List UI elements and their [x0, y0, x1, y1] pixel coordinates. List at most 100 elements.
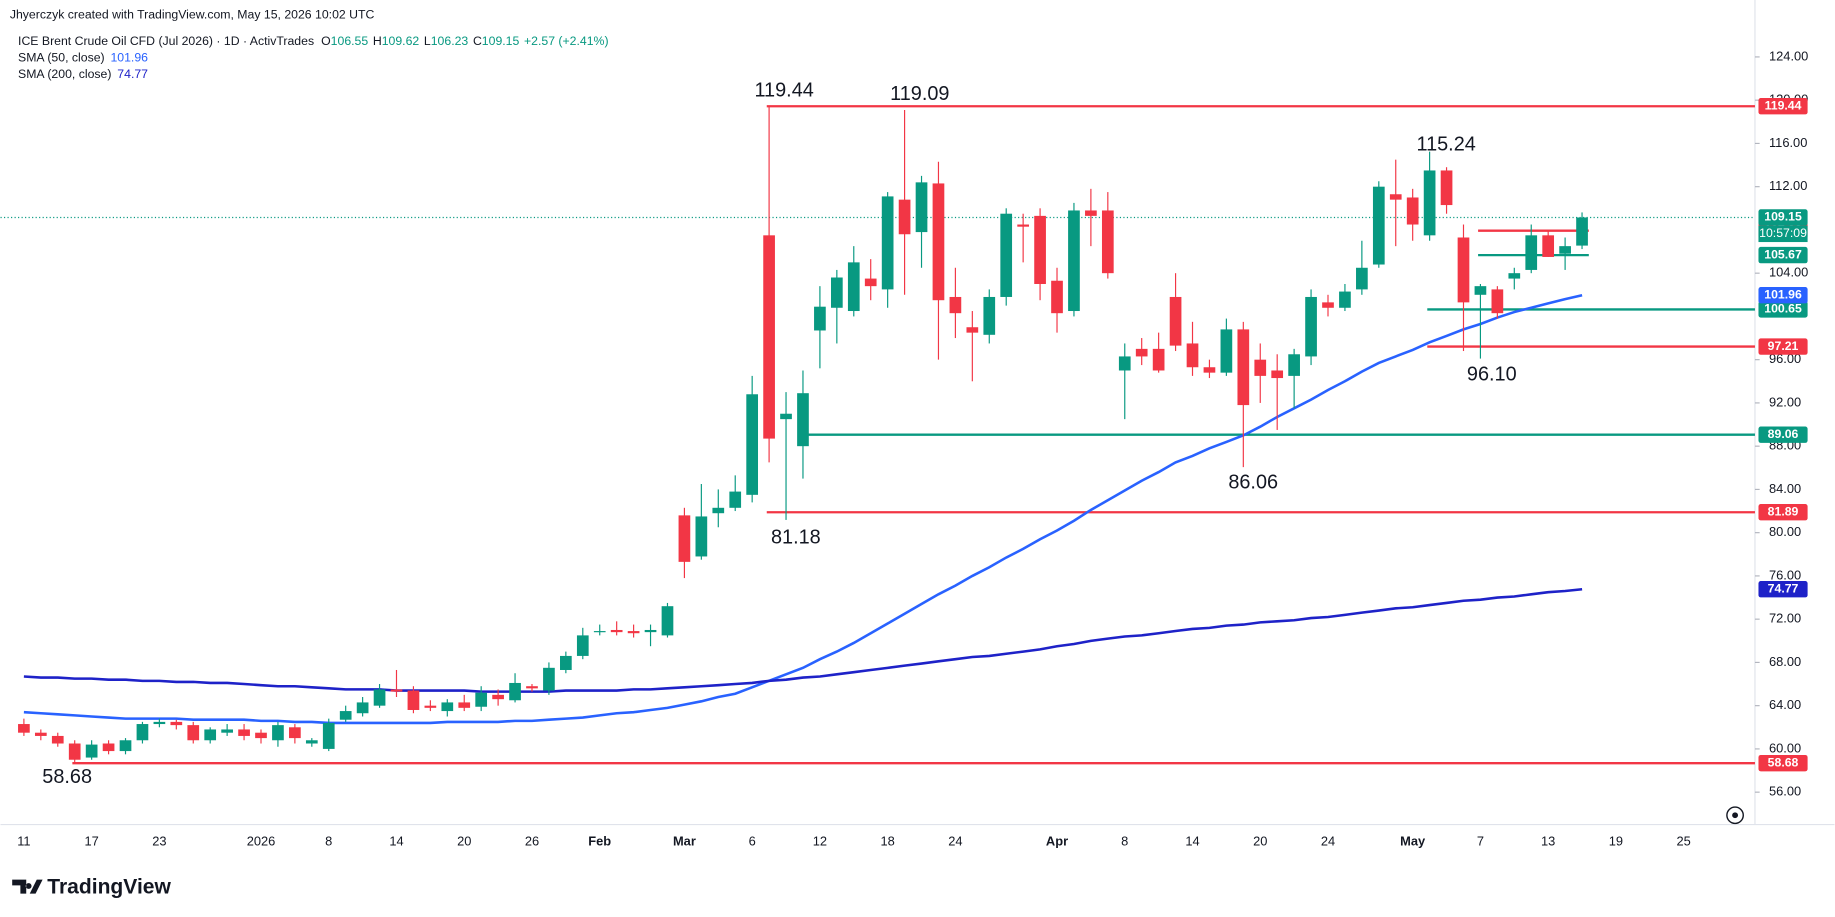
x-tick-label: 18 [880, 834, 894, 849]
x-tick-label: 12 [813, 834, 827, 849]
candle-body [1356, 267, 1368, 290]
candle-body [932, 183, 945, 301]
candle-body [1017, 224, 1029, 227]
ohlc-value: 109.62 [382, 34, 420, 48]
candle-body [678, 515, 691, 562]
level-box [1758, 754, 1808, 772]
y-tick-label: 76.00 [1769, 567, 1801, 582]
candle-body [424, 705, 437, 708]
candle-body [339, 711, 352, 720]
candle-body [1186, 343, 1199, 368]
candle-body [780, 413, 792, 420]
price-annotation: 86.06 [1228, 471, 1278, 493]
candle-body [1169, 296, 1182, 346]
candle-body [1457, 237, 1470, 303]
level-box [1758, 301, 1808, 318]
x-tick-label: 8 [325, 834, 332, 849]
candle-body [1525, 235, 1538, 270]
candle-body [560, 655, 572, 670]
candle-body [373, 689, 386, 706]
candle-body [1440, 170, 1453, 206]
candle-body [85, 744, 98, 758]
x-tick-label: 2026 [247, 834, 276, 849]
candle-body [1000, 213, 1013, 297]
level-box [1758, 98, 1808, 115]
countdown-label: 10:57:09 [1759, 226, 1807, 240]
candle-body [1101, 210, 1114, 274]
candle-body [136, 724, 149, 741]
candle-body [966, 327, 979, 333]
candle-body [187, 725, 200, 741]
level-box [1758, 338, 1808, 355]
y-tick-label: 92.00 [1769, 394, 1801, 409]
candle-body [1576, 217, 1588, 246]
candle-body [204, 729, 217, 741]
candle-body [610, 629, 623, 633]
candle-body [102, 743, 115, 752]
ohlc-value: 106.23 [431, 34, 469, 48]
candle-body [898, 199, 911, 235]
candle-body [627, 631, 640, 634]
sma-line [23, 587, 1583, 693]
candle-body [305, 740, 318, 744]
candle-body [407, 690, 420, 710]
candle-body [1491, 289, 1504, 314]
y-tick-label: 80.00 [1769, 524, 1801, 539]
sma-box [1758, 287, 1808, 304]
candle-body [847, 262, 860, 312]
candle-body [593, 631, 606, 633]
candle-body [1406, 197, 1419, 225]
candle-body [356, 702, 369, 714]
price-box [1758, 209, 1808, 226]
candle-body [1118, 356, 1131, 371]
candle-body [322, 722, 335, 749]
price-annotation: 119.44 [754, 79, 813, 101]
indicator-name: SMA (50, close) [18, 51, 105, 65]
x-tick-label: 8 [1121, 834, 1128, 849]
indicator-name: SMA (200, close) [18, 67, 111, 81]
sma-box [1758, 581, 1808, 598]
candle-body [1288, 354, 1300, 376]
candle-body [543, 667, 555, 691]
ohlc-value: 106.55 [331, 34, 369, 48]
candle-body [1339, 291, 1351, 308]
candle-body [983, 296, 996, 335]
logo: TradingView [12, 875, 172, 898]
candle-body [34, 732, 47, 736]
level-box [1758, 504, 1808, 521]
candle-body [289, 727, 301, 739]
x-tick-label: May [1400, 834, 1426, 849]
settings-icon[interactable] [1726, 806, 1744, 825]
price-label: 109.15 [1764, 210, 1802, 224]
symbol-legend: ICE Brent Crude Oil CFD (Jul 2026) · 1D … [18, 34, 609, 48]
level-label: 89.06 [1768, 427, 1799, 441]
candle-body [475, 692, 488, 707]
candle-body [509, 682, 521, 701]
ohlc-label: L [424, 34, 431, 48]
sma-label: 101.96 [1764, 287, 1802, 301]
candle-body [864, 278, 877, 287]
candle-body [1305, 296, 1317, 357]
x-tick-label: 23 [152, 834, 166, 849]
candle-body [1271, 370, 1284, 379]
candle-body [153, 721, 166, 725]
level-box [1758, 426, 1808, 443]
candle-body [51, 735, 64, 744]
indicator-value: 74.77 [117, 67, 148, 81]
candle-body [763, 235, 775, 439]
candle-body [1085, 210, 1097, 216]
candle-body [1254, 359, 1267, 376]
candle-body [119, 740, 132, 752]
candle-body [695, 516, 708, 557]
candle-body [1237, 329, 1250, 406]
candle-body [492, 694, 504, 700]
candle-body [1220, 329, 1233, 373]
ohlc-label: C [473, 34, 482, 48]
change: +2.57 (+2.41%) [524, 34, 609, 48]
x-tick-label: 25 [1677, 834, 1691, 849]
y-tick-label: 84.00 [1769, 481, 1801, 496]
candle-body [526, 686, 538, 689]
price-annotation: 119.09 [890, 83, 949, 105]
candle-body [915, 182, 928, 233]
